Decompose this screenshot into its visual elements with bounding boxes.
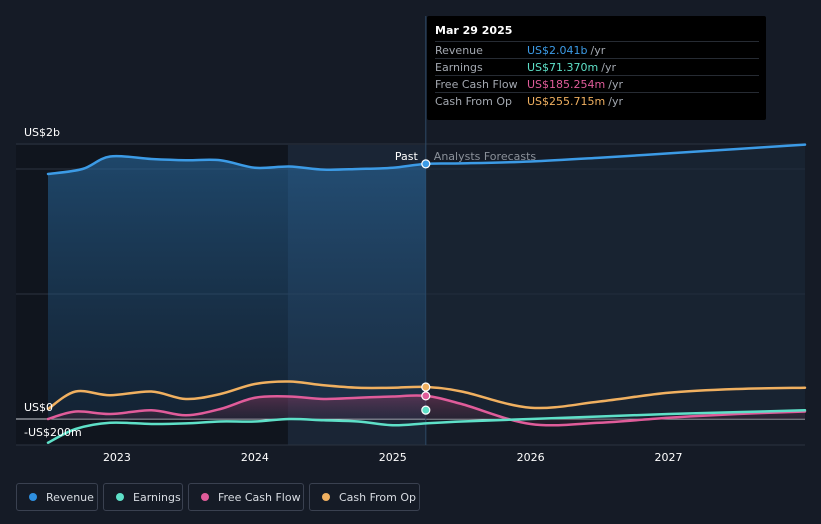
series-area-revenue — [48, 156, 426, 419]
series-line-free-cash-flow — [46, 394, 807, 427]
past-label: Past — [395, 150, 419, 163]
tooltip-value: US$185.254m/yr — [527, 78, 623, 91]
y-tick-neg200m: -US$200m — [24, 426, 82, 439]
tooltip-label: Free Cash Flow — [435, 78, 518, 91]
tooltip-row-cash-from-op: Cash From Op US$255.715m/yr — [435, 92, 759, 110]
legend-item-earnings[interactable]: Earnings — [103, 483, 183, 511]
series-area-forecast-revenue — [425, 144, 805, 419]
legend-label: Free Cash Flow — [218, 490, 301, 504]
series-line-cash-from-op — [46, 380, 807, 411]
marker-revenue — [421, 159, 431, 169]
legend-label: Earnings — [133, 490, 181, 504]
x-tick-2024: 2024 — [241, 451, 269, 464]
legend-label: Revenue — [46, 490, 94, 504]
y-tick-2b: US$2b — [24, 126, 60, 139]
tooltip-row-free-cash-flow: Free Cash Flow US$185.254m/yr — [435, 75, 759, 93]
tooltip-date: Mar 29 2025 — [435, 24, 513, 37]
revenue-earnings-chart: US$2b US$0 -US$200m 2023 2024 2025 2026 2027 Pas… — [16, 16, 807, 464]
legend-dot-icon — [116, 493, 124, 501]
y-tick-0: US$0 — [24, 401, 53, 414]
x-tick-2025: 2025 — [379, 451, 407, 464]
tooltip-row-revenue: Revenue US$2.041b/yr — [435, 41, 759, 59]
x-tick-2026: 2026 — [517, 451, 545, 464]
legend-item-free-cash-flow[interactable]: Free Cash Flow — [188, 483, 304, 511]
x-tick-2027: 2027 — [654, 451, 682, 464]
tooltip-label: Cash From Op — [435, 95, 513, 108]
marker-free-cash-flow — [421, 391, 431, 401]
tooltip-value: US$255.715m/yr — [527, 95, 623, 108]
legend-item-cash-from-op[interactable]: Cash From Op — [309, 483, 420, 511]
marker-cash-from-op — [421, 382, 431, 392]
marker-earnings — [421, 405, 431, 415]
tooltip-value: US$2.041b/yr — [527, 44, 606, 57]
tooltip-label: Earnings — [435, 61, 483, 74]
x-tick-2023: 2023 — [103, 451, 131, 464]
tooltip-row-earnings: Earnings US$71.370m/yr — [435, 58, 759, 76]
tooltip-value: US$71.370m/yr — [527, 61, 616, 74]
series-line-earnings — [46, 409, 807, 444]
forecast-label: Analysts Forecasts — [434, 150, 537, 163]
data-tooltip: Mar 29 2025 Revenue US$2.041b/yr Earning… — [427, 16, 766, 120]
tooltip-label: Revenue — [435, 44, 483, 57]
legend-dot-icon — [29, 493, 37, 501]
legend-label: Cash From Op — [339, 490, 417, 504]
series-line-revenue — [46, 143, 807, 176]
legend-dot-icon — [322, 493, 330, 501]
legend-dot-icon — [201, 493, 209, 501]
legend-item-revenue[interactable]: Revenue — [16, 483, 98, 511]
